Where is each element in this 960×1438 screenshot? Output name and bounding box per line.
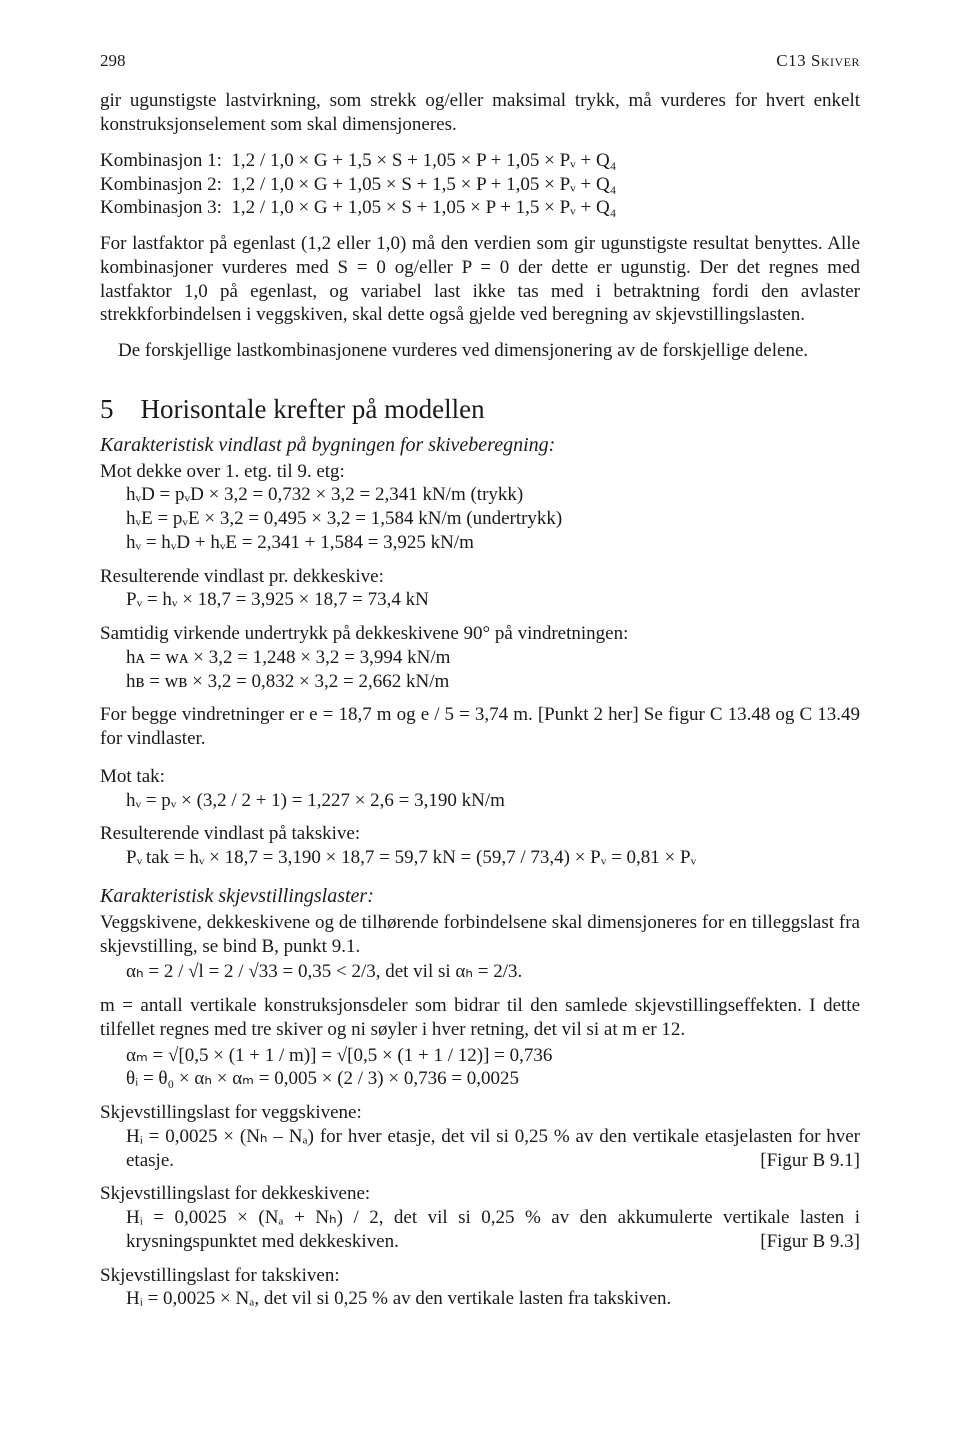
calc-hve: hᵥE = pᵥE × 3,2 = 0,495 × 3,2 = 1,584 kN… <box>100 507 860 531</box>
combination-block: Kombinasjon 1: 1,2 / 1,0 × G + 1,5 × S +… <box>100 149 860 220</box>
combo-3-label: Kombinasjon 3: <box>100 197 222 218</box>
calc-hvd: hᵥD = pᵥD × 3,2 = 0,732 × 3,2 = 2,341 kN… <box>100 483 860 507</box>
subheading-vindlast: Karakteristisk vindlast på bygningen for… <box>100 433 860 458</box>
skjev-theta-i: θᵢ = θ₀ × αₕ × αₘ = 0,005 × (2 / 3) × 0,… <box>100 1067 860 1091</box>
skjev-dekke-ref: [Figur B 9.3] <box>760 1230 860 1254</box>
samtidig-block: Samtidig virkende undertrykk på dekkeski… <box>100 622 860 693</box>
combo-2-expr: 1,2 / 1,0 × G + 1,05 × S + 1,5 × P + 1,0… <box>231 174 616 195</box>
section-5-heading: 5 Horisontale krefter på modellen <box>100 393 860 427</box>
intro-paragraph-2: For lastfaktor på egenlast (1,2 eller 1,… <box>100 232 860 327</box>
mot-tak-label: Mot tak: <box>100 765 860 789</box>
skjev-vegg-label: Skjevstillingslast for veggskivene: <box>100 1101 860 1125</box>
combo-2: Kombinasjon 2: 1,2 / 1,0 × G + 1,05 × S … <box>100 173 860 197</box>
combo-1-label: Kombinasjon 1: <box>100 150 222 171</box>
skjev-vegg-ref: [Figur B 9.1] <box>760 1149 860 1173</box>
skjev-dekke-body: Hᵢ = 0,0025 × (Nₐ + Nₕ) / 2, det vil si … <box>126 1207 860 1252</box>
res-tak-label: Resulterende vindlast på takskive: <box>100 822 860 846</box>
begge-vindretninger: For begge vindretninger er e = 18,7 m og… <box>100 703 860 751</box>
intro-paragraph-1: gir ugunstigste lastvirkning, som strekk… <box>100 89 860 137</box>
skjev-tak-text: Hᵢ = 0,0025 × Nₐ, det vil si 0,25 % av d… <box>100 1287 860 1311</box>
page-header: 298 C13 Skiver <box>100 50 860 71</box>
combo-1-expr: 1,2 / 1,0 × G + 1,5 × S + 1,05 × P + 1,0… <box>231 150 616 171</box>
skjev-p1: Veggskivene, dekkeskivene og de tilhøren… <box>100 911 860 959</box>
section-title: C13 Skiver <box>776 50 860 71</box>
resulterende-dekke-block: Resulterende vindlast pr. dekkeskive: Pᵥ… <box>100 565 860 613</box>
samtidig-calc-ha: hᴀ = wᴀ × 3,2 = 1,248 × 3,2 = 3,994 kN/m <box>100 646 860 670</box>
skjev-dekke-block: Skjevstillingslast for dekkeskivene: Hᵢ … <box>100 1182 860 1253</box>
mot-dekke-block: Mot dekke over 1. etg. til 9. etg: hᵥD =… <box>100 460 860 555</box>
subheading-skjevstilling: Karakteristisk skjevstillingslaster: <box>100 884 860 909</box>
intro-paragraph-3: De forskjellige lastkombinasjonene vurde… <box>100 339 860 363</box>
skjev-tak-label: Skjevstillingslast for takskiven: <box>100 1264 860 1288</box>
combo-2-label: Kombinasjon 2: <box>100 174 222 195</box>
skjev-dekke-label: Skjevstillingslast for dekkeskivene: <box>100 1182 860 1206</box>
res-dekke-label: Resulterende vindlast pr. dekkeskive: <box>100 565 860 589</box>
page: 298 C13 Skiver gir ugunstigste lastvirkn… <box>0 0 960 1438</box>
res-dekke-calc: Pᵥ = hᵥ × 18,7 = 3,925 × 18,7 = 73,4 kN <box>100 588 860 612</box>
mot-dekke-label: Mot dekke over 1. etg. til 9. etg: <box>100 460 860 484</box>
skjev-vegg-block: Skjevstillingslast for veggskivene: Hᵢ =… <box>100 1101 860 1172</box>
skjev-p2: m = antall vertikale konstruksjonsdeler … <box>100 994 860 1042</box>
combo-3-expr: 1,2 / 1,0 × G + 1,05 × S + 1,05 × P + 1,… <box>231 197 616 218</box>
res-tak-block: Resulterende vindlast på takskive: Pᵥ ta… <box>100 822 860 870</box>
combo-3: Kombinasjon 3: 1,2 / 1,0 × G + 1,05 × S … <box>100 196 860 220</box>
skjev-vegg-text: Hᵢ = 0,0025 × (Nₕ – Nₐ) for hver etasje,… <box>100 1125 860 1173</box>
page-number: 298 <box>100 50 126 71</box>
skjev-alpha-m: αₘ = √[0,5 × (1 + 1 / m)] = √[0,5 × (1 +… <box>100 1044 860 1068</box>
mot-tak-block: Mot tak: hᵥ = pᵥ × (3,2 / 2 + 1) = 1,227… <box>100 765 860 813</box>
samtidig-label: Samtidig virkende undertrykk på dekkeski… <box>100 622 860 646</box>
mot-tak-calc: hᵥ = pᵥ × (3,2 / 2 + 1) = 1,227 × 2,6 = … <box>100 789 860 813</box>
samtidig-calc-hb: hʙ = wʙ × 3,2 = 0,832 × 3,2 = 2,662 kN/m <box>100 670 860 694</box>
res-tak-calc: Pᵥ tak = hᵥ × 18,7 = 3,190 × 18,7 = 59,7… <box>100 846 860 870</box>
combo-1: Kombinasjon 1: 1,2 / 1,0 × G + 1,5 × S +… <box>100 149 860 173</box>
calc-hv: hᵥ = hᵥD + hᵥE = 2,341 + 1,584 = 3,925 k… <box>100 531 860 555</box>
skjev-dekke-text: Hᵢ = 0,0025 × (Nₐ + Nₕ) / 2, det vil si … <box>100 1206 860 1254</box>
skjev-tak-block: Skjevstillingslast for takskiven: Hᵢ = 0… <box>100 1264 860 1312</box>
skjev-alpha-h: αₕ = 2 / √l = 2 / √33 = 0,35 < 2/3, det … <box>100 960 860 984</box>
skjev-vegg-body: Hᵢ = 0,0025 × (Nₕ – Nₐ) for hver etasje,… <box>126 1126 860 1171</box>
